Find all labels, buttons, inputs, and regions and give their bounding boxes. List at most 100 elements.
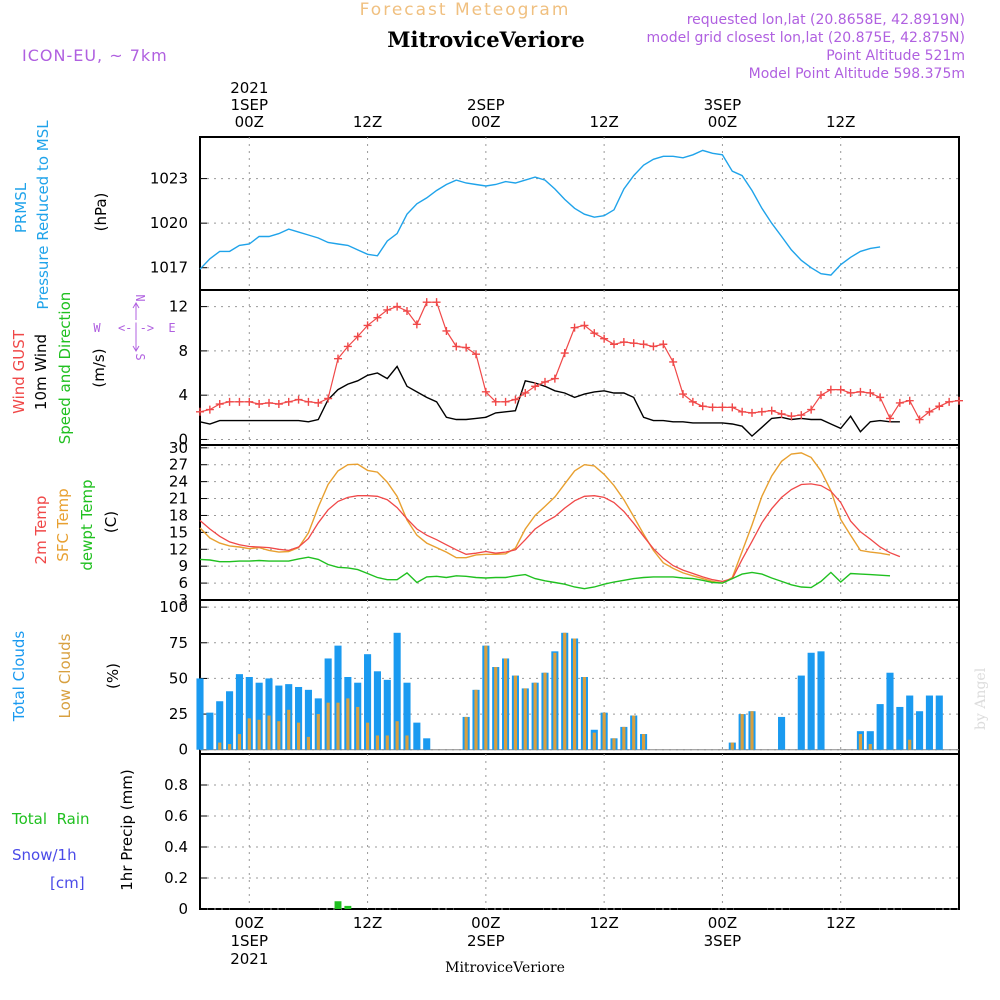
gust-point bbox=[639, 340, 648, 349]
hour-label-top: 12Z bbox=[589, 113, 618, 131]
panel-side-labels: PRMSL Pressure Reduced to MSL (hPa) Wind… bbox=[10, 120, 176, 892]
location-title: MitroviceVeriore bbox=[387, 27, 585, 52]
gust-point bbox=[343, 342, 352, 351]
gust-point bbox=[935, 402, 944, 411]
low-cloud-bar bbox=[346, 698, 350, 750]
rain-bar bbox=[344, 905, 352, 909]
temp-tick-label: 27 bbox=[169, 456, 188, 474]
gust-point bbox=[945, 397, 954, 406]
gust-point bbox=[679, 390, 687, 399]
date-label-bottom: 1SEP bbox=[230, 932, 268, 950]
date-label-top: 1SEP bbox=[230, 96, 268, 114]
total-cloud-bar bbox=[886, 672, 894, 750]
gust-point bbox=[205, 405, 214, 414]
low-cloud-bar bbox=[503, 658, 508, 750]
hour-label-bottom: 00Z bbox=[471, 914, 500, 932]
low-cloud-bar bbox=[326, 702, 330, 750]
gust-point bbox=[314, 398, 323, 407]
gust-point bbox=[432, 298, 441, 307]
dewpt-line bbox=[199, 556, 891, 590]
low-cloud-bar bbox=[622, 726, 626, 750]
low-cloud-bar bbox=[395, 721, 399, 750]
wind-dir-label: Speed and Direction bbox=[56, 292, 74, 445]
total-cloud-bar bbox=[403, 682, 411, 750]
gust-point bbox=[294, 395, 303, 404]
low-cloud-bar bbox=[572, 638, 577, 750]
gust-point bbox=[629, 339, 638, 348]
requested-coords: requested lon,lat (20.8658E, 42.8919N) bbox=[687, 12, 965, 28]
year-label-bottom: 2021 bbox=[230, 950, 268, 968]
low-cloud-bar bbox=[582, 677, 587, 750]
gust-point bbox=[324, 394, 333, 403]
low-cloud-bar bbox=[287, 709, 291, 750]
total-cloud-bar bbox=[265, 678, 273, 750]
gust-point bbox=[718, 403, 727, 412]
gust-point bbox=[383, 305, 392, 314]
date-label-top: 3SEP bbox=[704, 96, 742, 114]
gust-point bbox=[541, 377, 549, 386]
low-cloud-bar bbox=[306, 736, 311, 750]
gust-point bbox=[334, 354, 342, 363]
forecast-title: Forecast Meteogram bbox=[360, 0, 571, 20]
compass-icon: <-|-> W E N S bbox=[93, 294, 175, 360]
compass-west: W bbox=[93, 321, 101, 335]
clouds-unit: (%) bbox=[104, 663, 122, 689]
wind-frame bbox=[199, 289, 960, 446]
gust-point bbox=[560, 349, 569, 358]
snow-label: Snow/1h bbox=[12, 846, 77, 864]
total-cloud-bar bbox=[245, 677, 253, 750]
rain-bar bbox=[334, 901, 342, 909]
total-cloud-bar bbox=[226, 691, 234, 750]
gust-point bbox=[412, 320, 421, 329]
low-cloud-bar bbox=[740, 714, 744, 750]
low-cloud-bar bbox=[730, 742, 734, 750]
gust-point bbox=[215, 400, 224, 409]
total-cloud-bar bbox=[906, 695, 914, 750]
low-clouds-label: Low Clouds bbox=[56, 633, 74, 718]
compass-north: N bbox=[133, 294, 147, 301]
gust-point bbox=[462, 343, 471, 352]
prmsl-label: PRMSL bbox=[12, 182, 30, 233]
total-cloud-bar bbox=[216, 701, 224, 750]
low-cloud-bar bbox=[296, 722, 301, 750]
temp-tick-label: 15 bbox=[169, 523, 188, 541]
hour-label-top: 00Z bbox=[471, 113, 500, 131]
compass-east: E bbox=[168, 321, 175, 335]
low-cloud-bar bbox=[474, 689, 478, 750]
precip-tick-label: 0.6 bbox=[164, 807, 188, 825]
gust-line bbox=[199, 301, 960, 421]
temp2m-label: 2m Temp bbox=[32, 496, 50, 565]
low-cloud-bar bbox=[316, 714, 320, 750]
gust-point bbox=[274, 400, 283, 409]
low-cloud-bar bbox=[356, 706, 360, 750]
clouds-tick-label: 100 bbox=[159, 598, 188, 616]
gust-label: Wind GUST bbox=[10, 329, 28, 414]
gust-point bbox=[472, 350, 480, 359]
clouds-panel: 0 25 50 75 100 bbox=[159, 598, 960, 759]
clouds-tick-label: 25 bbox=[169, 705, 188, 723]
gust-point bbox=[698, 402, 707, 411]
gust-point bbox=[797, 411, 806, 420]
gust-point bbox=[265, 398, 273, 407]
total-cloud-bar bbox=[423, 738, 431, 750]
low-cloud-bar bbox=[523, 688, 527, 750]
gust-point bbox=[452, 342, 461, 351]
gust-point bbox=[925, 407, 934, 416]
compass-ns-arrows bbox=[132, 302, 140, 352]
low-cloud-bar bbox=[257, 719, 261, 750]
hour-label-top: 12Z bbox=[353, 113, 382, 131]
precip-tick-label: 0.4 bbox=[164, 838, 188, 856]
compass-south: S bbox=[133, 353, 147, 360]
model-label: ICON-EU, ~ 7km bbox=[22, 46, 168, 65]
gust-point bbox=[955, 396, 963, 405]
low-cloud-bar bbox=[533, 682, 537, 750]
gust-point bbox=[708, 403, 717, 412]
gust-point bbox=[767, 406, 776, 415]
total-clouds-label: Total Clouds bbox=[10, 631, 28, 723]
total-cloud-bar bbox=[275, 685, 283, 750]
low-cloud-bar bbox=[277, 721, 281, 750]
low-cloud-bar bbox=[227, 744, 232, 750]
gust-point bbox=[649, 342, 658, 351]
